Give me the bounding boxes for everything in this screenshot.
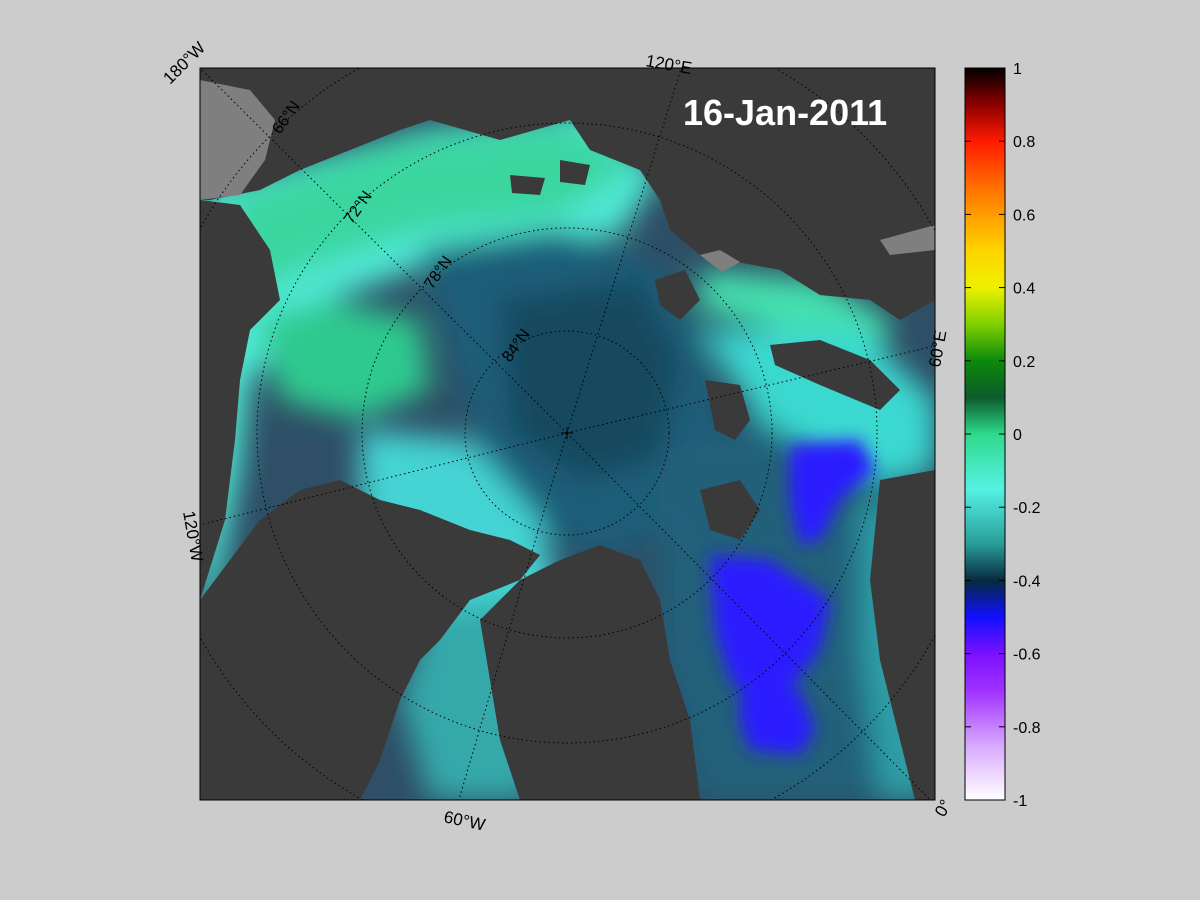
graticule xyxy=(200,68,935,800)
colorbar-tick-label: -1 xyxy=(1013,793,1027,810)
map-frame xyxy=(199,67,936,801)
date-label: 16-Jan-2011 xyxy=(683,92,887,133)
colorbar-tick-label: 0.8 xyxy=(1013,134,1035,151)
colorbar-tick-label: 1 xyxy=(1013,61,1022,78)
colorbar-tick-label: 0.2 xyxy=(1013,354,1035,371)
map-panel: 66°N 72°N 78°N 84°N 16-Jan-2011 xyxy=(200,68,935,800)
colorbar-tick-label: 0.4 xyxy=(1013,281,1035,298)
colorbar-ticks: 1 0.8 0.6 0.4 0.2 0 -0.2 -0.4 -0.6 -0.8 -1 xyxy=(965,61,1041,810)
anomaly-blobs xyxy=(710,440,875,755)
colorbar: 1 0.8 0.6 0.4 0.2 0 -0.2 -0.4 -0.6 -0.8 -1 xyxy=(964,61,1041,810)
colorbar-tick-label: 0.6 xyxy=(1013,207,1035,224)
north-pole-marker xyxy=(561,427,573,439)
colorbar-tick-label: 0 xyxy=(1013,427,1022,444)
colorbar-tick-label: -0.4 xyxy=(1013,573,1041,590)
colorbar-bar xyxy=(964,67,1006,801)
colorbar-tick-label: -0.2 xyxy=(1013,500,1041,517)
coast-grey xyxy=(200,80,935,272)
colorbar-tick-label: -0.6 xyxy=(1013,647,1041,664)
colorbar-tick-label: -0.8 xyxy=(1013,720,1041,737)
land xyxy=(200,68,935,800)
meridian-label-60w: 60°W xyxy=(442,807,487,834)
